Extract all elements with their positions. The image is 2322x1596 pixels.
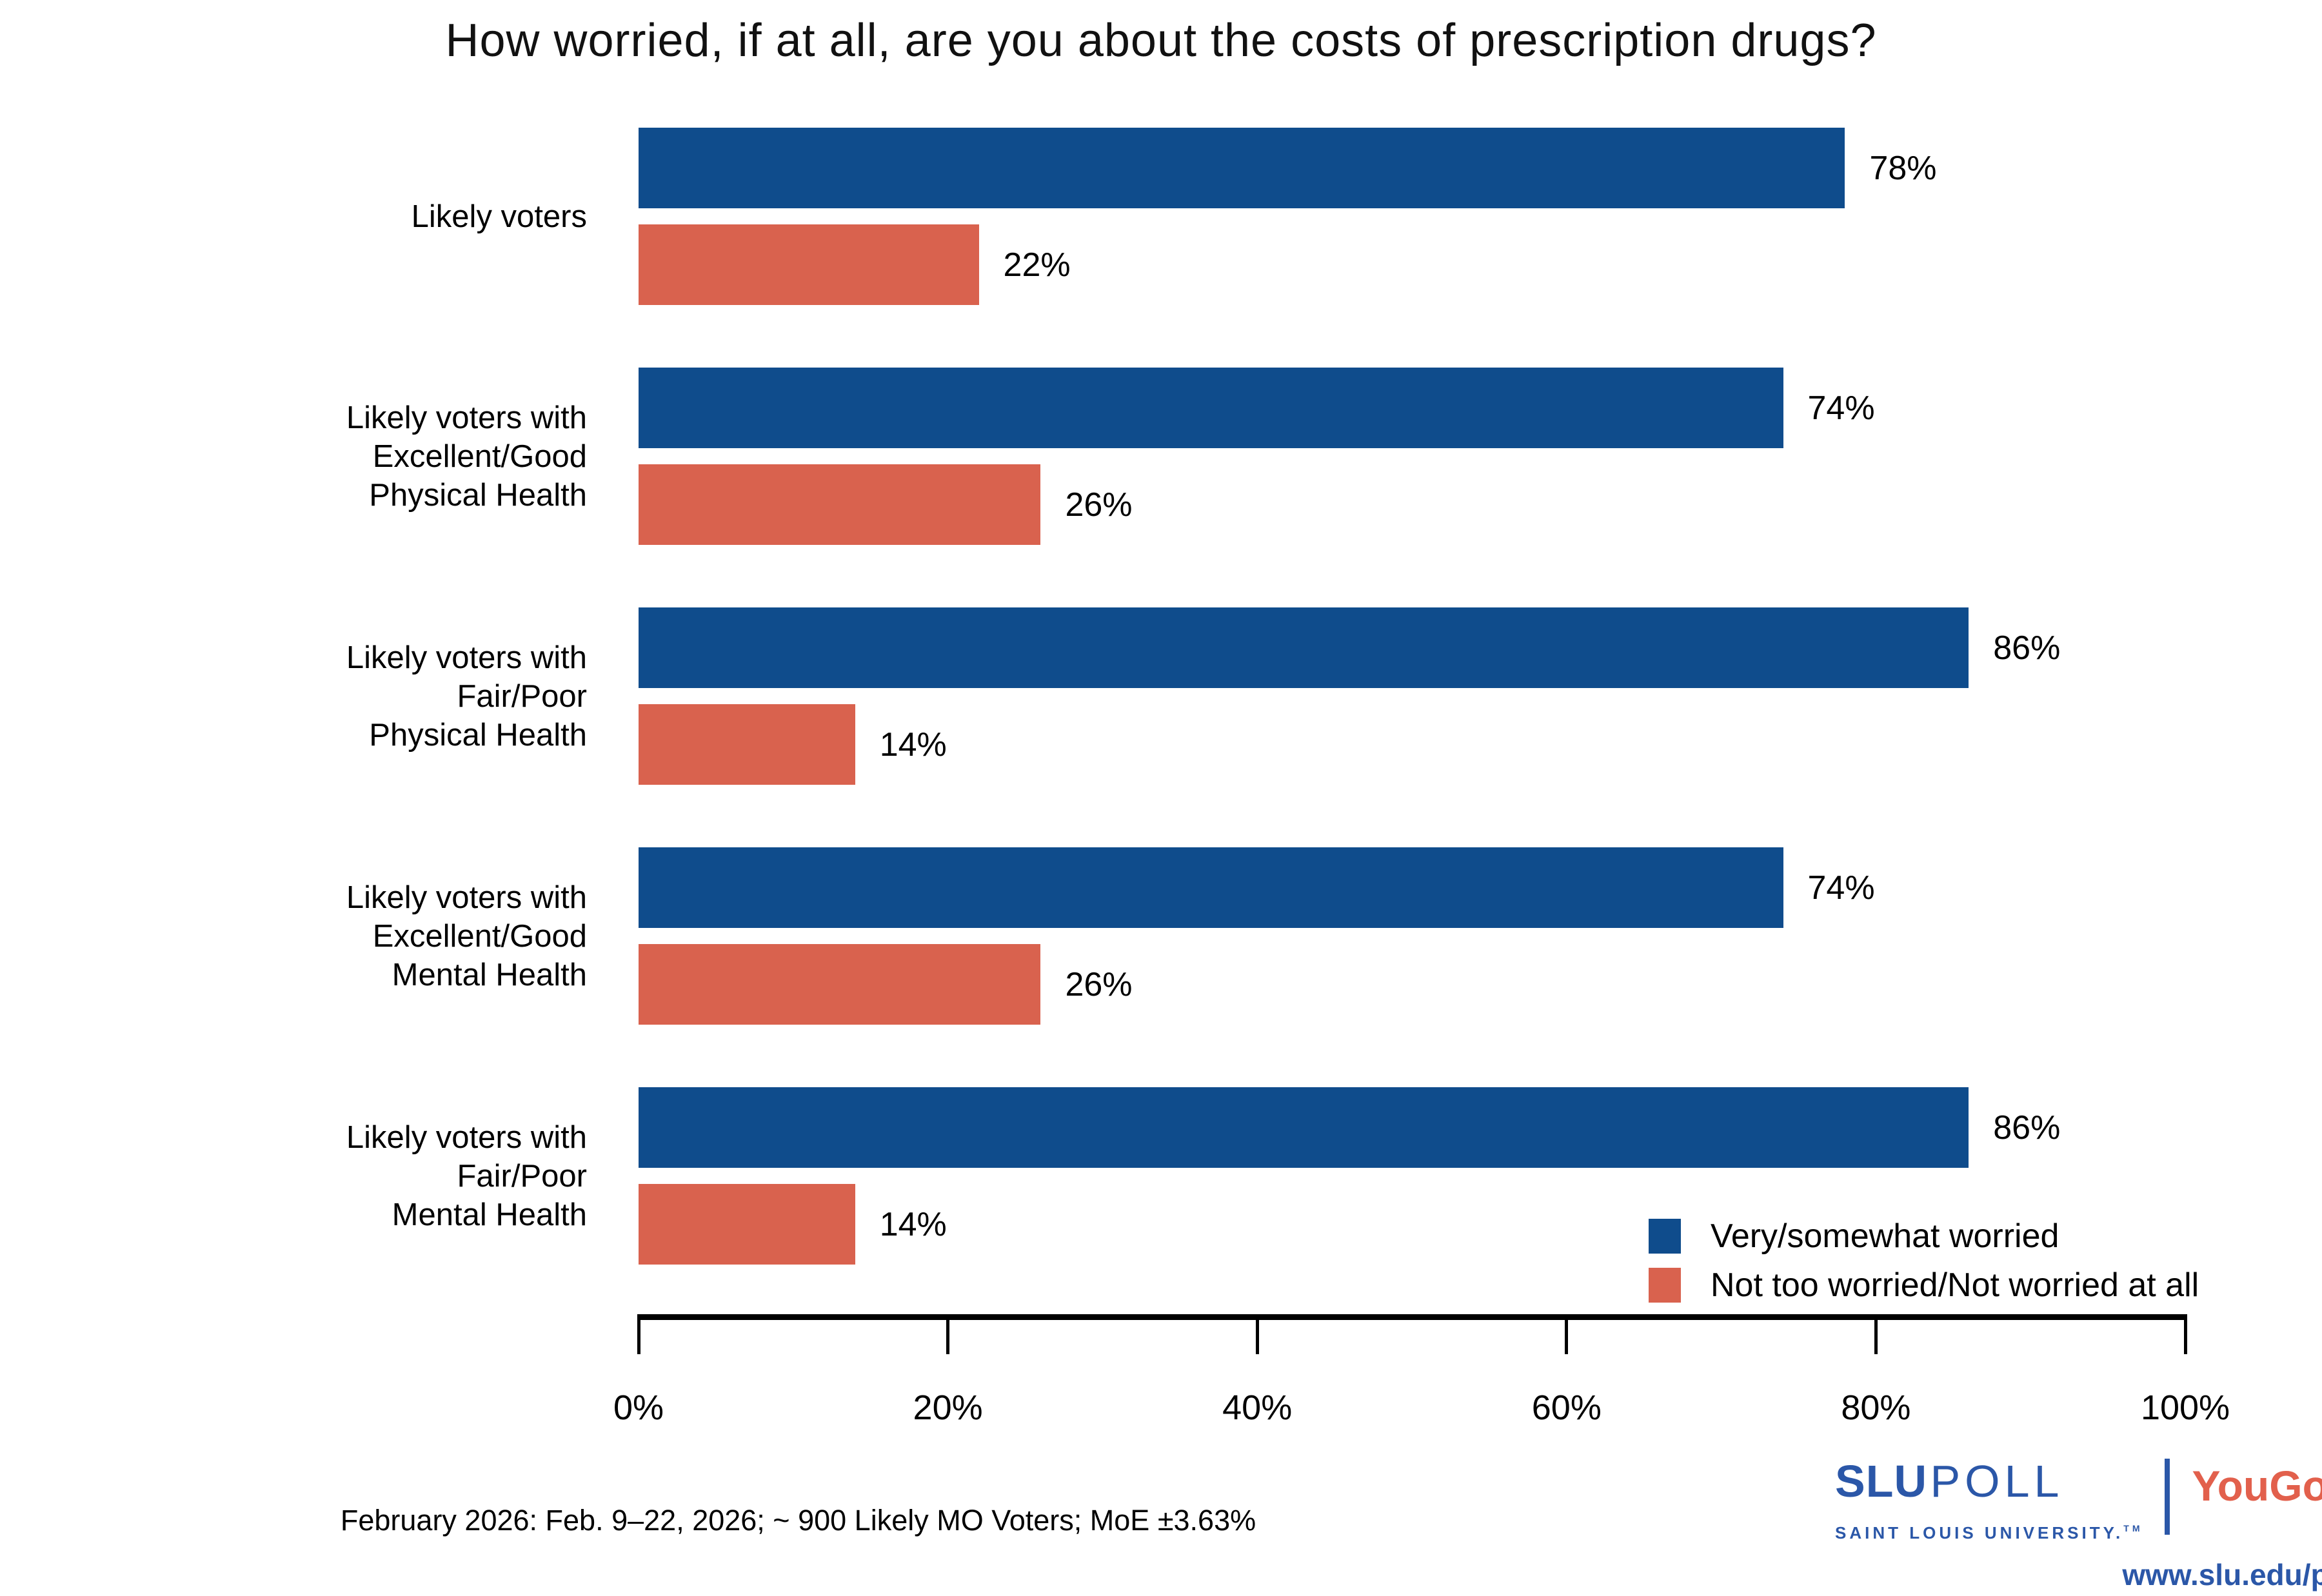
category-label-line: Fair/Poor (457, 678, 587, 714)
logo-divider (2165, 1459, 2170, 1535)
category-label-line: Likely voters with (346, 880, 587, 915)
bar-value-label: 86% (1993, 1108, 2061, 1147)
category-label-line: Excellent/Good (372, 918, 587, 954)
trademark-symbol: TM (2123, 1523, 2143, 1533)
x-axis-tick (2183, 1314, 2187, 1354)
chart-title: How worried, if at all, are you about th… (445, 15, 1877, 66)
bar-value-label: 22% (1003, 246, 1071, 284)
category-label-line: Likely voters with (346, 1119, 587, 1155)
category-label: Likely voters with Fair/Poor Mental Health (0, 1118, 587, 1234)
slu-poll-wordmark: SLU POLL (1835, 1456, 2143, 1519)
bar-series-not-too-worried (639, 1184, 855, 1265)
category-label-line: Physical Health (369, 717, 587, 753)
slu-logo-subtitle: SAINT LOUIS UNIVERSITY.TM (1835, 1523, 2143, 1542)
x-axis-tick (637, 1314, 640, 1354)
category-label-line: Likely voters with (346, 400, 587, 435)
footer-note: February 2026: Feb. 9–22, 2026; ~ 900 Li… (340, 1504, 1256, 1537)
legend-item: Not too worried/Not worried at all (1649, 1266, 2199, 1304)
category-label: Likely voters with Excellent/Good Mental H… (0, 878, 587, 994)
bar-value-label: 26% (1065, 965, 1133, 1003)
poll-logo-text: POLL (1930, 1456, 2064, 1506)
category-label: Likely voters (0, 197, 587, 236)
bar-series-very-somewhat-worried (639, 1087, 1969, 1168)
x-axis-tick (946, 1314, 950, 1354)
category-label-line: Mental Health (392, 1197, 587, 1232)
category-label-line: Likely voters with (346, 640, 587, 675)
legend-swatch-not-too-worried (1649, 1268, 1681, 1303)
bar-value-label: 14% (879, 1205, 947, 1243)
legend-label: Very/somewhat worried (1711, 1217, 2059, 1255)
x-axis-tick-label: 100% (2140, 1388, 2230, 1427)
x-axis-tick (1565, 1314, 1569, 1354)
bar-series-not-too-worried (639, 224, 979, 305)
bar-value-label: 78% (1869, 149, 1937, 187)
category-label: Likely voters with Excellent/Good Physical… (0, 399, 587, 515)
yougov-logo: YouGov® (2192, 1462, 2322, 1510)
x-axis-tick-label: 40% (1222, 1388, 1293, 1427)
x-axis-tick-label: 80% (1841, 1388, 1911, 1427)
x-axis-tick-label: 60% (1531, 1388, 1602, 1427)
bar-series-not-too-worried (639, 944, 1041, 1025)
x-axis-tick (1874, 1314, 1878, 1354)
bar-series-not-too-worried (639, 464, 1041, 545)
category-label-line: Excellent/Good (372, 438, 587, 474)
bar-series-very-somewhat-worried (639, 128, 1845, 208)
x-axis-tick-label: 0% (613, 1388, 664, 1427)
bar-series-very-somewhat-worried (639, 607, 1969, 688)
bar-value-label: 26% (1065, 486, 1133, 524)
branding-logos-row: SLU POLL SAINT LOUIS UNIVERSITY.TM YouGo… (1835, 1456, 2322, 1543)
legend-swatch-very-somewhat-worried (1649, 1219, 1681, 1254)
bar-value-label: 74% (1807, 389, 1875, 427)
category-label-line: Fair/Poor (457, 1158, 587, 1194)
category-label-line: Likely voters (411, 199, 587, 234)
slu-poll-url: www.slu.edu/poll (2122, 1558, 2322, 1591)
x-axis-line (639, 1314, 2185, 1320)
legend: Very/somewhat worried Not too worried/Not… (1649, 1217, 2199, 1315)
slu-poll-logo: SLU POLL SAINT LOUIS UNIVERSITY.TM (1835, 1456, 2143, 1543)
bar-value-label: 86% (1993, 629, 2061, 667)
slu-logo-text: SLU (1835, 1456, 1927, 1506)
bar-value-label: 74% (1807, 869, 1875, 907)
branding-block: SLU POLL SAINT LOUIS UNIVERSITY.TM YouGo… (1835, 1456, 2322, 1592)
x-axis-tick (1255, 1314, 1259, 1354)
x-axis-tick-label: 20% (913, 1388, 983, 1427)
category-label: Likely voters with Fair/Poor Physical Heal… (0, 638, 587, 754)
legend-item: Very/somewhat worried (1649, 1217, 2199, 1255)
category-label-line: Mental Health (392, 957, 587, 992)
legend-label: Not too worried/Not worried at all (1711, 1266, 2199, 1304)
bar-series-very-somewhat-worried (639, 368, 1783, 448)
bar-value-label: 14% (879, 725, 947, 764)
category-label-line: Physical Health (369, 477, 587, 513)
bar-series-very-somewhat-worried (639, 847, 1783, 928)
bar-series-not-too-worried (639, 704, 855, 785)
